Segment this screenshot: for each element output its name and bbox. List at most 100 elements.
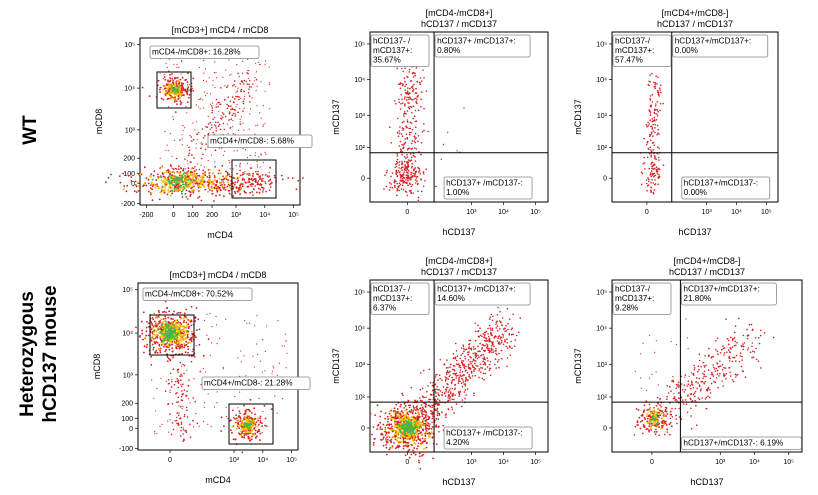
scatter-dot bbox=[417, 442, 420, 445]
negative-population bbox=[422, 171, 425, 173]
negative-population-outer bbox=[380, 432, 383, 435]
cd8-population-outer bbox=[155, 341, 158, 343]
scatter-dot bbox=[478, 376, 480, 379]
cd4-band-mid bbox=[149, 175, 152, 178]
cd8-population-outer bbox=[167, 321, 170, 323]
cd8-population-outer bbox=[172, 81, 174, 84]
negative-population bbox=[415, 175, 417, 178]
cd8-population-outer bbox=[185, 91, 188, 94]
cd8-population-outer bbox=[184, 88, 187, 91]
cd8-population-outer bbox=[183, 364, 186, 367]
cd8-population-outer bbox=[141, 86, 144, 89]
negative-population-outer bbox=[379, 426, 382, 428]
cd4-band-mid bbox=[161, 180, 164, 183]
scatter-dot bbox=[418, 430, 421, 432]
scatter-dot bbox=[465, 348, 468, 351]
scatter-dot bbox=[502, 336, 505, 338]
cd4-population-mid bbox=[239, 430, 242, 433]
cd4-band-mid bbox=[139, 173, 142, 176]
x-tick-label: 10³ bbox=[715, 459, 726, 466]
scatter-dot bbox=[252, 355, 254, 357]
scatter-dot bbox=[395, 102, 397, 105]
scatter-dot bbox=[167, 382, 170, 385]
scatter-dot bbox=[489, 327, 492, 329]
scatter-dot bbox=[403, 160, 406, 163]
cd4-band-core bbox=[151, 178, 154, 181]
cd8-population-outer bbox=[164, 317, 167, 320]
scatter-dot bbox=[206, 92, 208, 94]
cd4-band-outer bbox=[234, 181, 237, 184]
negative-population-outer bbox=[421, 437, 424, 440]
scatter-dot bbox=[165, 62, 167, 64]
cd4-population-core bbox=[245, 422, 248, 425]
scatter-dot bbox=[248, 322, 251, 324]
scatter-dot bbox=[400, 133, 403, 135]
cd4-band-core bbox=[172, 184, 175, 187]
scatter-dot bbox=[459, 366, 462, 369]
scatter-dot bbox=[496, 340, 499, 342]
negative-population-outer bbox=[402, 447, 405, 450]
scatter-dot bbox=[454, 394, 456, 396]
scatter-dot bbox=[415, 182, 417, 184]
cd4-population-mid bbox=[252, 417, 255, 420]
scatter-dot bbox=[239, 123, 242, 125]
negative-population-outer bbox=[382, 436, 385, 439]
quadrant-label-upper-left-text-1: hCD137- / bbox=[373, 285, 411, 294]
scatter-dot bbox=[451, 408, 454, 411]
scatter-dot bbox=[224, 150, 226, 152]
scatter-dot bbox=[449, 397, 451, 400]
cd8-population-mid bbox=[179, 317, 182, 320]
scatter-dot bbox=[473, 367, 476, 369]
scatter-dot bbox=[189, 135, 191, 137]
cd4-band-mid bbox=[211, 187, 214, 190]
scatter-dot bbox=[401, 82, 403, 85]
cd4-band-core bbox=[170, 182, 173, 185]
negative-population-outer bbox=[397, 410, 399, 413]
scatter-dot bbox=[451, 387, 454, 390]
scatter-dot bbox=[437, 379, 439, 381]
scatter-dot bbox=[257, 124, 259, 126]
scatter-dot bbox=[262, 124, 264, 126]
negative-population-core bbox=[406, 432, 409, 434]
scatter-dot bbox=[470, 348, 473, 351]
negative-population-outer bbox=[387, 420, 389, 423]
scatter-dot bbox=[410, 106, 413, 108]
scatter-dot bbox=[208, 77, 210, 79]
scatter-dot bbox=[179, 139, 181, 141]
negative-population bbox=[405, 157, 407, 160]
scatter-dot bbox=[403, 97, 406, 100]
scatter-dot bbox=[447, 366, 449, 369]
cd8-population-outer bbox=[185, 308, 188, 311]
negative-population-core bbox=[400, 424, 403, 427]
cd8-population-mid bbox=[156, 322, 158, 325]
cd8-population-outer bbox=[179, 103, 182, 106]
cd4-band-outer bbox=[182, 168, 185, 170]
negative-population-outer bbox=[414, 412, 417, 415]
scatter-dot bbox=[649, 172, 652, 174]
negative-population bbox=[393, 181, 396, 184]
cd4-band-core bbox=[184, 178, 186, 181]
scatter-dot bbox=[439, 377, 442, 380]
scatter-dot bbox=[255, 71, 258, 73]
scatter-dot bbox=[181, 390, 183, 392]
cd8-population-outer bbox=[171, 350, 174, 353]
cd4-band-outer bbox=[261, 174, 264, 176]
cd4-band-mid bbox=[137, 185, 140, 188]
scatter-dot bbox=[686, 411, 689, 414]
cd4-pos-population bbox=[269, 183, 271, 186]
scatter-dot bbox=[429, 410, 432, 412]
cd8-population-outer bbox=[178, 81, 181, 84]
scatter-dot bbox=[191, 331, 193, 333]
scatter-dot bbox=[703, 375, 705, 378]
scatter-dot bbox=[182, 363, 184, 366]
cd4-band-outer bbox=[167, 169, 170, 171]
cd8-population-outer bbox=[154, 351, 157, 353]
scatter-dot bbox=[649, 99, 652, 101]
y-tick-label: 10⁴ bbox=[122, 331, 133, 338]
scatter-dot bbox=[414, 92, 417, 94]
quadrant-label-upper-right-text-2: 14.60% bbox=[437, 294, 465, 303]
scatter-dot bbox=[204, 148, 207, 151]
cd4-band-outer bbox=[239, 174, 242, 177]
scatter-dot bbox=[180, 384, 182, 386]
panel-het-cd8-cd137: [mCD4-/mCD8+]hCD137 / mCD137hCD137mCD137… bbox=[331, 256, 549, 487]
